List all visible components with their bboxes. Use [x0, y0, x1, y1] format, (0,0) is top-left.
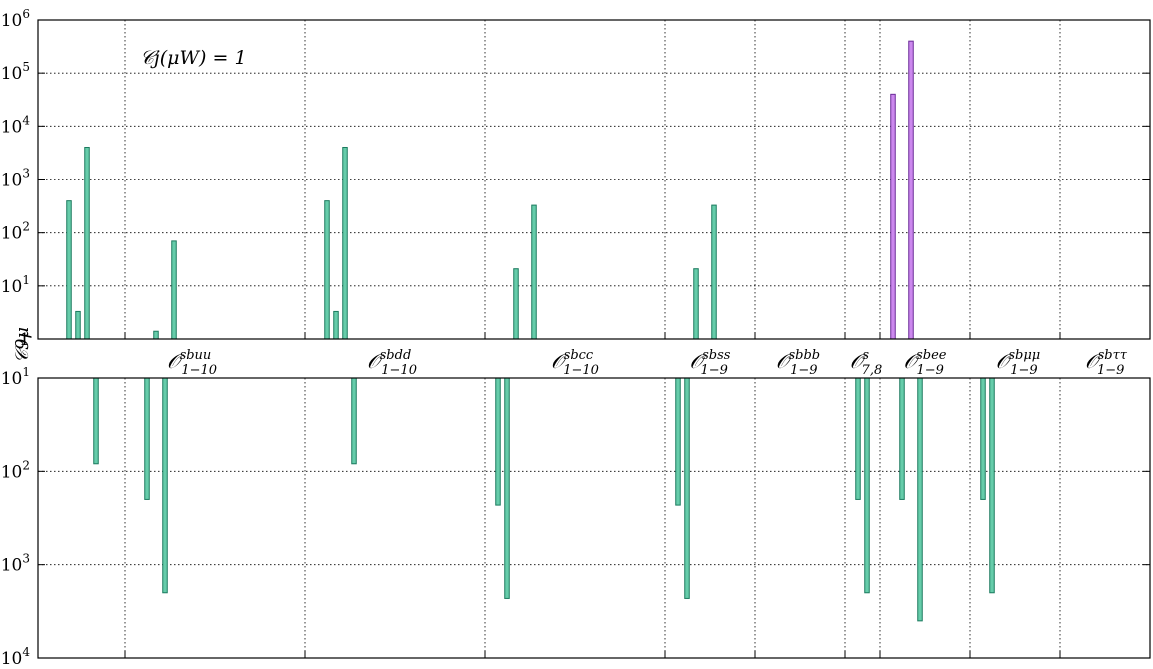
bar: [675, 377, 681, 506]
bar: [890, 93, 896, 340]
bar: [531, 204, 537, 340]
grid: [38, 20, 1150, 658]
bar: [693, 268, 699, 340]
bar: [153, 330, 159, 340]
y-axis-label: 𝒞9μ: [12, 327, 33, 363]
bar: [162, 377, 168, 594]
group-label: 𝒪sbss 1−9: [690, 348, 731, 378]
y-tick-label: −104: [0, 645, 30, 669]
group-label: 𝒪sbcc 1−10: [551, 348, 599, 378]
group-labels: 𝒪sbuu 1−10 𝒪sbdd 1−10 𝒪sbcc 1−10 𝒪sbss 1−9 𝒪sbbb…: [167, 348, 1128, 378]
y-tick-label: 105: [1, 60, 30, 84]
bar: [980, 377, 986, 500]
bar: [495, 377, 501, 506]
bar: [899, 377, 905, 500]
y-tick-label: 104: [1, 113, 31, 137]
group-label: 𝒪sbuu 1−10: [167, 348, 217, 378]
y-tick-label: 106: [1, 7, 30, 31]
plot-frames: [37, 19, 1151, 659]
bar: [171, 240, 177, 340]
bar: [908, 40, 914, 340]
bar: [333, 310, 339, 340]
y-tick-label: −102: [0, 458, 30, 482]
lower-plot-frame: [37, 377, 1151, 659]
bar: [855, 377, 861, 500]
bar: [684, 377, 690, 599]
bar: [75, 310, 81, 340]
y-tick-label: 102: [1, 220, 30, 244]
bar: [144, 377, 150, 500]
bar: [324, 200, 330, 340]
bar: [342, 146, 348, 340]
y-tick-label: 101: [1, 273, 30, 297]
bar: [351, 377, 357, 465]
group-label: 𝒪sbdd 1−10: [367, 348, 417, 378]
bar: [864, 377, 870, 594]
group-label: 𝒪sbbb 1−9: [776, 348, 820, 378]
group-label: 𝒪s 7,8: [850, 348, 882, 378]
group-label: 𝒪sbμμ 1−9: [996, 348, 1041, 378]
y-tick-label: −103: [0, 552, 30, 576]
bar: [917, 377, 923, 622]
bar: [504, 377, 510, 599]
bar: [989, 377, 995, 594]
bar: [93, 377, 99, 465]
bar: [84, 146, 90, 340]
y-tick-label: 1: [19, 330, 30, 350]
annotation: 𝒞j(μW) = 1: [140, 47, 247, 69]
bar: [66, 200, 72, 340]
group-label: 𝒪sbee 1−9: [904, 348, 947, 378]
group-label: 𝒪sbττ 1−9: [1085, 348, 1128, 378]
y-tick-label: −101: [0, 365, 30, 389]
bars: [66, 40, 995, 622]
bar: [711, 204, 717, 340]
y-axis-ticks: 106 105 104 103 102 101 1 −101 −102 −103 −104: [0, 7, 1150, 669]
bar: [513, 268, 519, 340]
y-tick-label: 103: [1, 167, 30, 191]
